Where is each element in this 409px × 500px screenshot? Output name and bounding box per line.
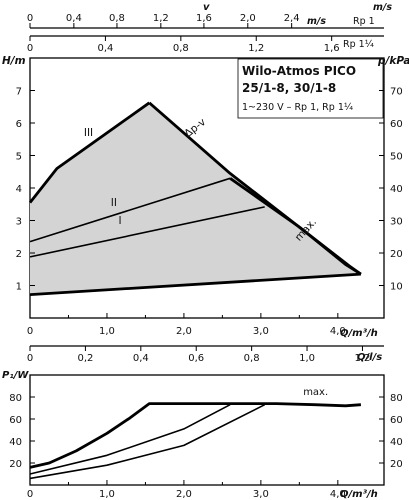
series-line-I bbox=[29, 206, 265, 258]
y-right-tick-label: 50 bbox=[390, 152, 403, 163]
velocity-tick-label: 0,4 bbox=[97, 43, 113, 54]
y-tick-label: 1 bbox=[16, 282, 22, 293]
y-tick-label: 80 bbox=[9, 393, 22, 404]
series-label: Δp-v bbox=[182, 116, 208, 140]
flow-ls-tick-label: 0,4 bbox=[133, 353, 149, 364]
flow-axis-label-upper: Q/m³/h bbox=[340, 328, 378, 339]
y-tick-label: 4 bbox=[16, 184, 22, 195]
x-tick-label: 4,0 bbox=[330, 489, 346, 500]
velocity-tick-label: 2,4 bbox=[284, 13, 300, 24]
series-label: max. bbox=[303, 387, 328, 398]
y-tick-label: 20 bbox=[9, 459, 22, 470]
flow-ls-tick-label: 1,2 bbox=[354, 353, 370, 364]
y-right-tick-label: 30 bbox=[390, 217, 403, 228]
series-line-max. bbox=[229, 177, 362, 276]
series-line-II bbox=[29, 177, 231, 243]
power-axis-label: P₁/W bbox=[2, 370, 29, 381]
y-right-tick-label: 60 bbox=[390, 119, 403, 130]
series-label: II bbox=[111, 197, 117, 209]
y-right-tick-label: 60 bbox=[390, 415, 403, 426]
y-tick-label: 3 bbox=[16, 217, 22, 228]
series-label-bg bbox=[300, 385, 331, 398]
x-tick-label: 1,0 bbox=[99, 326, 115, 337]
velocity-tick-label: 1,6 bbox=[324, 43, 340, 54]
y-tick-label: 5 bbox=[16, 152, 22, 163]
velocity-tick-label: 1,2 bbox=[153, 13, 169, 24]
velocity-tick-label: 0,4 bbox=[66, 13, 82, 24]
flow-ls-tick-label: 1,0 bbox=[299, 353, 315, 364]
x-tick-label: 4,0 bbox=[330, 326, 346, 337]
flow-ls-tick-label: 0,6 bbox=[188, 353, 204, 364]
x-tick-label: 0 bbox=[27, 326, 33, 337]
pressure-axis-label: p/kPa bbox=[377, 55, 409, 67]
y-right-tick-label: 20 bbox=[390, 249, 403, 260]
y-tick-label: 6 bbox=[16, 119, 22, 130]
velocity-tick-label: 0,8 bbox=[173, 43, 189, 54]
flow-ls-tick-label: 0 bbox=[27, 353, 33, 364]
title-box bbox=[237, 58, 384, 119]
y-right-tick-label: 10 bbox=[390, 282, 403, 293]
y-tick-label: 40 bbox=[9, 437, 22, 448]
power-series-line bbox=[29, 403, 266, 480]
x-tick-label: 3,0 bbox=[253, 326, 269, 337]
power-series-line bbox=[29, 402, 361, 469]
flow-ls-axis-label: Q/l/s bbox=[357, 352, 382, 363]
chart-subtitle: 1~230 V – Rp 1, Rp 1¼ bbox=[242, 102, 353, 113]
y-right-tick-label: 70 bbox=[390, 87, 403, 98]
y-tick-label: 60 bbox=[9, 415, 22, 426]
velocity-axis-pipe-rp1: Rp 1 bbox=[353, 16, 375, 27]
x-tick-label: 2,0 bbox=[176, 326, 192, 337]
x-tick-label: 0 bbox=[27, 489, 33, 500]
series-label: I bbox=[119, 215, 122, 227]
series-line-min bbox=[29, 272, 361, 296]
y-right-tick-label: 40 bbox=[390, 184, 403, 195]
y-right-tick-label: 20 bbox=[390, 459, 403, 470]
velocity-tick-label: 2,0 bbox=[240, 13, 256, 24]
chart-title-models: 25/1-8, 30/1-8 bbox=[242, 81, 336, 95]
power-plot-frame bbox=[29, 374, 385, 486]
chart-title: Wilo-Atmos PICO bbox=[242, 64, 356, 78]
velocity-tick-label: 0 bbox=[27, 13, 33, 24]
y-right-tick-label: 40 bbox=[390, 437, 403, 448]
x-tick-label: 2,0 bbox=[176, 489, 192, 500]
velocity-tick-label: 1,6 bbox=[196, 13, 212, 24]
flow-ls-tick-label: 0,8 bbox=[244, 353, 260, 364]
velocity-tick-label: 0 bbox=[27, 43, 33, 54]
series-label: III bbox=[84, 127, 93, 139]
head-axis-label: H/m bbox=[2, 55, 26, 67]
velocity-tick-label: 1,2 bbox=[248, 43, 264, 54]
operating-region bbox=[30, 102, 361, 295]
power-series-line bbox=[29, 403, 231, 475]
velocity-axis-pipe-rp114: Rp 1¼ bbox=[343, 39, 374, 50]
y-tick-label: 7 bbox=[16, 87, 22, 98]
series-line-III bbox=[28, 101, 151, 204]
x-tick-label: 1,0 bbox=[99, 489, 115, 500]
flow-ls-tick-label: 0,2 bbox=[77, 353, 93, 364]
flow-axis-label-lower: Q/m³/h bbox=[340, 489, 378, 500]
velocity-axis2-unit: m/s bbox=[307, 16, 326, 27]
velocity-axis-symbol: v bbox=[203, 2, 210, 13]
y-right-tick-label: 80 bbox=[390, 393, 403, 404]
velocity-axis-unit: m/s bbox=[373, 2, 392, 13]
x-tick-label: 3,0 bbox=[253, 489, 269, 500]
velocity-tick-label: 0,8 bbox=[109, 13, 125, 24]
y-tick-label: 2 bbox=[16, 249, 22, 260]
